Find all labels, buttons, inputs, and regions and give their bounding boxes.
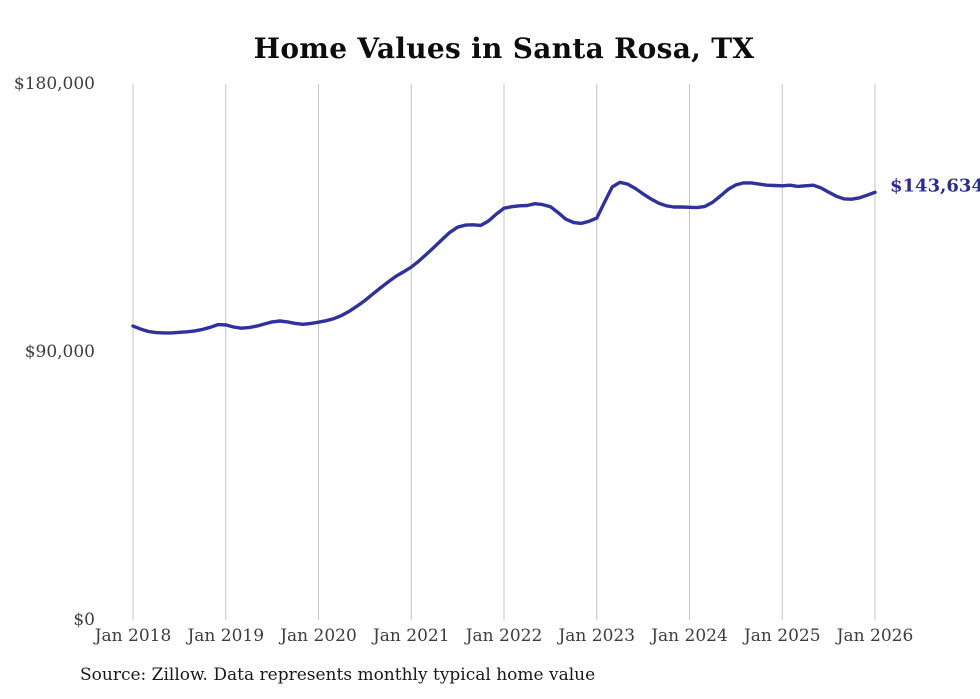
x-tick-label: Jan 2026	[836, 626, 914, 646]
x-tick-label: Jan 2024	[651, 626, 728, 646]
latest-value-label: $143,634	[890, 175, 980, 197]
x-tick-label: Jan 2021	[372, 626, 450, 646]
x-tick-label: Jan 2018	[94, 626, 172, 646]
chart-title: Home Values in Santa Rosa, TX	[253, 32, 755, 65]
x-tick-label: Jan 2025	[743, 626, 821, 646]
x-tick-label: Jan 2022	[465, 626, 543, 646]
gridlines-group	[132, 84, 876, 620]
y-tick-0: $0	[73, 610, 95, 630]
y-tick-90000: $90,000	[24, 342, 95, 362]
source-note: Source: Zillow. Data represents monthly …	[80, 665, 596, 685]
x-tick-label: Jan 2020	[280, 626, 357, 646]
home-value-line	[131, 180, 877, 335]
x-tick-label: Jan 2019	[187, 626, 265, 646]
y-tick-180000: $180,000	[13, 74, 95, 94]
x-tick-label: Jan 2023	[558, 626, 636, 646]
